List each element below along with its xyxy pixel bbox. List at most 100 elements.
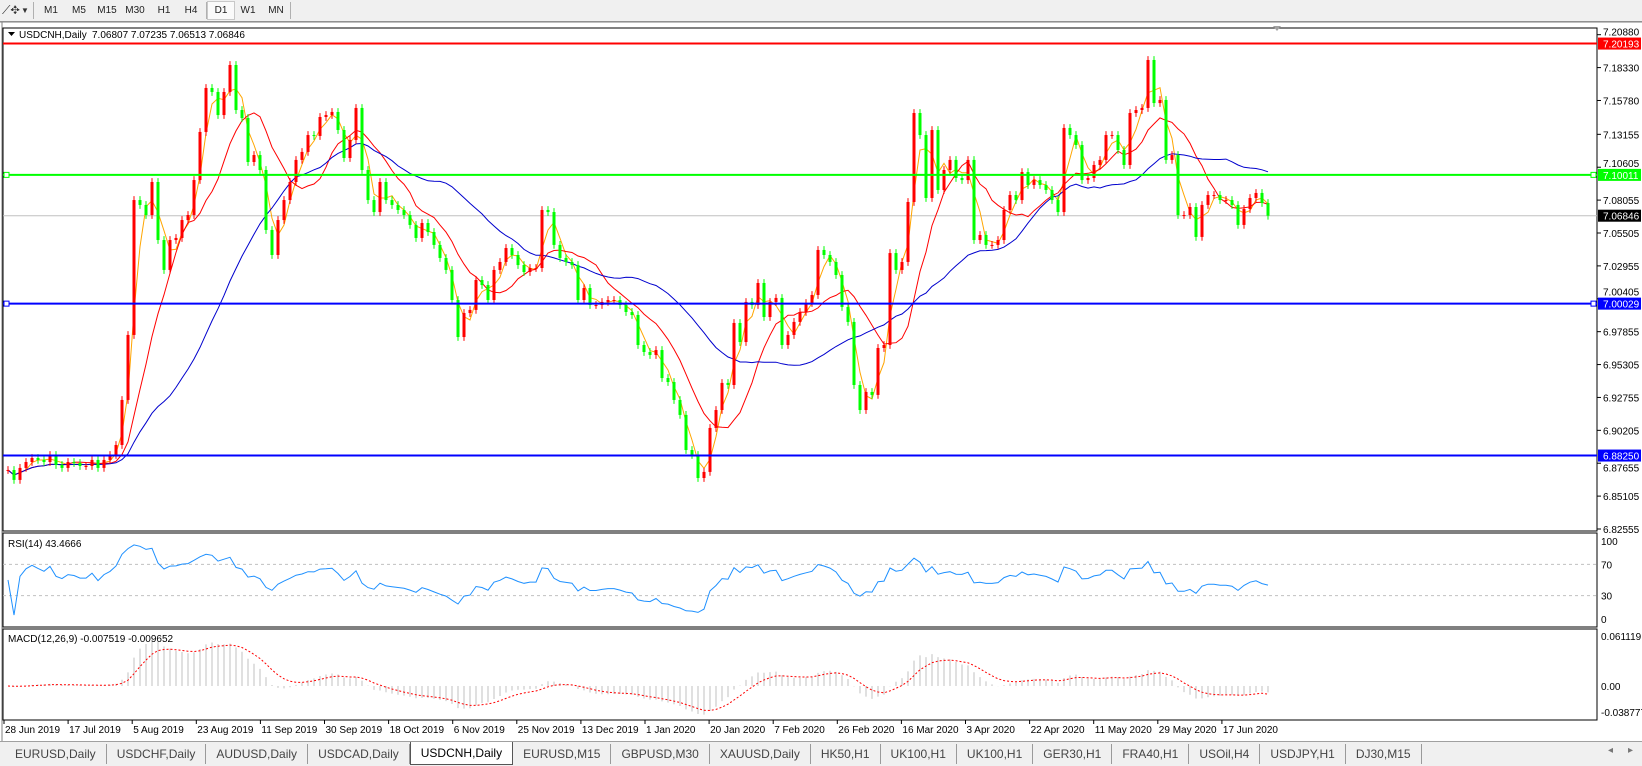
candle — [444, 254, 448, 274]
candle-body — [930, 130, 934, 198]
candle — [918, 109, 922, 139]
candle — [552, 208, 556, 249]
candle — [1260, 189, 1264, 207]
candle — [1062, 124, 1066, 216]
candle — [54, 451, 58, 469]
candle — [894, 249, 898, 274]
chart-tab[interactable]: UK100,H1 — [957, 744, 1034, 764]
candle — [462, 309, 466, 341]
candle-body — [726, 382, 730, 385]
candle-body — [690, 450, 694, 456]
timeframe-button-d1[interactable]: D1 — [207, 1, 235, 20]
chart-tab[interactable]: UK100,H1 — [881, 744, 957, 764]
candle-body — [210, 87, 214, 92]
time-axis-label: 11 May 2020 — [1095, 725, 1153, 736]
candle-body — [18, 467, 22, 480]
chart-tab[interactable]: USDJPY,H1 — [1260, 744, 1346, 764]
price-axis-label: 7.18330 — [1603, 64, 1640, 75]
chart-canvas[interactable]: 7.20880 7.18330 7.15780 7.13155 7.10605 7.080… — [0, 0, 1642, 742]
candle-body — [168, 240, 172, 270]
timeframe-button-w1[interactable]: W1 — [240, 5, 256, 16]
candle-body — [234, 65, 238, 111]
price-level-value: 7.00029 — [1603, 300, 1640, 311]
chart-tab[interactable]: GER30,H1 — [1033, 744, 1113, 764]
candle-body — [990, 244, 994, 246]
time-axis-label: 29 May 2020 — [1159, 725, 1217, 736]
candle-body — [1020, 172, 1024, 201]
candle — [792, 318, 796, 339]
candle — [288, 178, 292, 204]
candle-body — [474, 280, 478, 310]
timeframe-button-m1[interactable]: M1 — [44, 5, 58, 16]
candle — [636, 311, 640, 349]
chart-tab[interactable]: HK50,H1 — [811, 744, 881, 764]
candle — [498, 258, 502, 274]
chart-tab[interactable]: FRA40,H1 — [1112, 744, 1190, 764]
tab-scroll-right-icon[interactable]: ▸ — [1628, 745, 1634, 756]
candle-body — [372, 200, 376, 213]
dropdown-arrow-icon[interactable]: ▼ — [21, 6, 29, 15]
chart-tab[interactable]: USDCAD,Daily — [308, 744, 410, 764]
candle-body — [1032, 180, 1036, 185]
candle — [474, 276, 478, 314]
candle-body — [864, 391, 868, 411]
candle-body — [960, 177, 964, 181]
candle — [384, 178, 388, 204]
timeframe-button-h4[interactable]: H4 — [184, 5, 198, 16]
timeframe-button-mn[interactable]: MN — [268, 5, 284, 16]
price-axis-label: 7.10605 — [1603, 159, 1640, 170]
timeframe-button-m15[interactable]: M15 — [97, 5, 117, 16]
candle-body — [918, 112, 922, 136]
line-handle-icon[interactable] — [1590, 300, 1597, 307]
candle-body — [516, 254, 520, 266]
candle — [618, 296, 622, 309]
line-handle-icon[interactable] — [3, 300, 10, 307]
chart-tab[interactable]: EURUSD,M15 — [513, 744, 612, 764]
candle — [828, 251, 832, 266]
tab-scroll-left-icon[interactable]: ◂ — [1608, 745, 1614, 756]
line-tools-icon[interactable]: ⟋✥ — [2, 3, 20, 17]
candle-body — [648, 351, 652, 355]
chart-tab[interactable]: AUDUSD,Daily — [206, 744, 309, 764]
chart-tab[interactable]: XAUUSD,Daily — [710, 744, 811, 764]
time-axis-label: 13 Dec 2019 — [582, 725, 639, 736]
candle — [438, 241, 442, 262]
candle — [1146, 56, 1150, 112]
chart-tab[interactable]: GBPUSD,M30 — [611, 744, 710, 764]
candle-body — [1068, 127, 1072, 136]
timeframe-button-m5[interactable]: M5 — [72, 5, 86, 16]
candle — [354, 104, 358, 144]
candle — [942, 166, 946, 194]
chart-tab[interactable]: USDCNH,Daily — [409, 742, 514, 765]
collapse-triangle-icon[interactable] — [8, 32, 15, 36]
line-handle-icon[interactable] — [3, 171, 10, 178]
candle — [504, 244, 508, 266]
chart-tab[interactable]: USOil,H4 — [1189, 744, 1261, 764]
candle-body — [1044, 184, 1048, 190]
candle-body — [666, 378, 670, 383]
candle — [1032, 176, 1036, 189]
candle-body — [654, 350, 658, 355]
line-handle-icon[interactable] — [1590, 171, 1597, 178]
candle-body — [438, 244, 442, 258]
chart-tab[interactable]: USDCHF,Daily — [107, 744, 207, 764]
timeframe-button-h1[interactable]: H1 — [157, 5, 171, 16]
chart-tab[interactable]: EURUSD,Daily — [5, 744, 107, 764]
candle — [342, 126, 346, 162]
candle-body — [126, 334, 130, 400]
chart-shift-marker-icon[interactable] — [1273, 26, 1281, 31]
candle — [804, 299, 808, 316]
candle — [66, 458, 70, 472]
rsi-scale-label: 0 — [1601, 615, 1607, 626]
candle-body — [744, 301, 748, 343]
candle-body — [396, 204, 400, 210]
time-axis-label: 17 Jun 2020 — [1223, 725, 1278, 736]
candle-body — [180, 220, 184, 238]
candle — [1140, 104, 1144, 114]
candle — [1026, 168, 1030, 189]
candle — [924, 131, 928, 202]
timeframe-button-m30[interactable]: M30 — [125, 5, 145, 16]
chart-tab[interactable]: DJ30,M15 — [1346, 744, 1422, 764]
candle-body — [1086, 177, 1090, 181]
candle-body — [426, 223, 430, 233]
